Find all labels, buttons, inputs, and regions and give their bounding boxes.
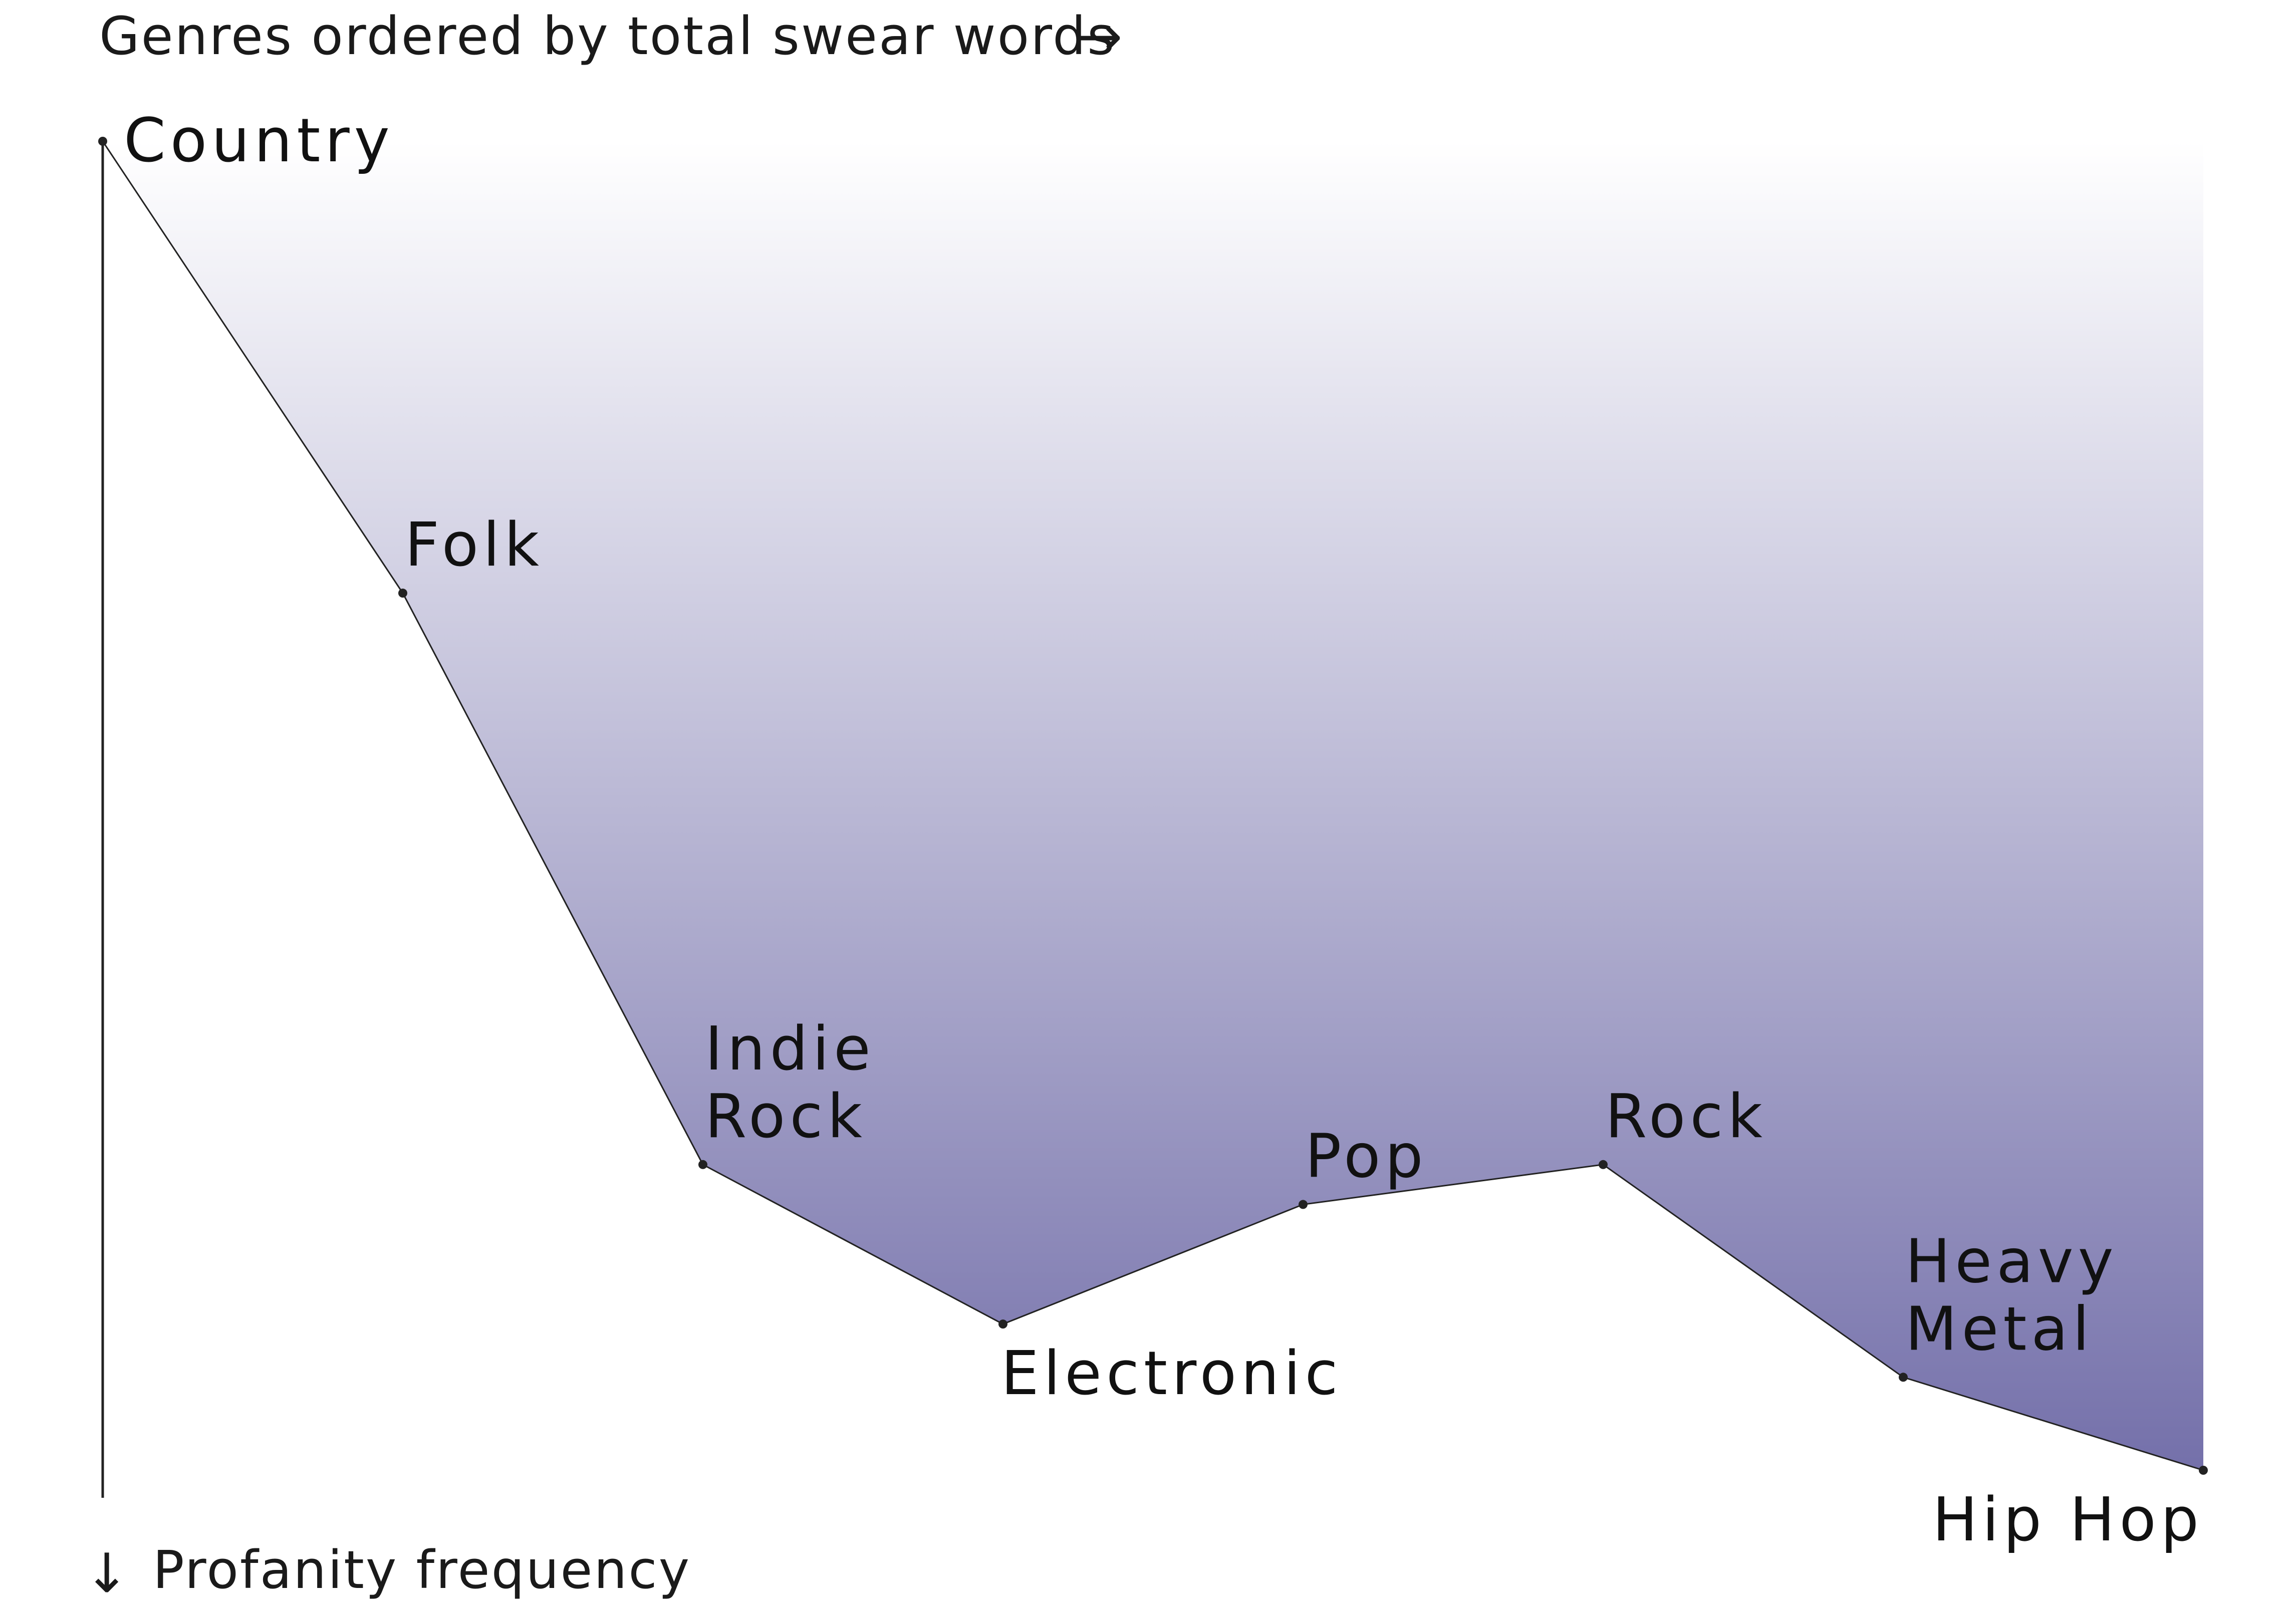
data-point-pop xyxy=(1299,1200,1308,1209)
series-line xyxy=(102,141,2204,1471)
data-point-heavy-metal xyxy=(1899,1373,1908,1382)
data-point-country xyxy=(98,137,107,146)
x-axis-arrow-icon: → xyxy=(1077,6,1123,68)
data-point-rock xyxy=(1599,1160,1608,1169)
data-label-indie-rock: Indie Rock xyxy=(705,1014,875,1152)
data-point-electronic xyxy=(998,1319,1007,1329)
data-label-country: Country xyxy=(124,106,394,176)
data-point-hip-hop xyxy=(2199,1466,2208,1475)
data-label-heavy-metal: Heavy Metal xyxy=(1905,1227,2118,1364)
data-label-pop: Pop xyxy=(1305,1122,1428,1191)
data-labels: Country Folk Indie Rock Electronic Pop Rock Hea… xyxy=(124,106,2203,1555)
x-axis-caption: Genres ordered by total swear words xyxy=(99,6,1116,67)
data-points xyxy=(98,137,2208,1475)
data-label-rock: Rock xyxy=(1605,1082,1767,1152)
y-axis-arrow-icon: ↓ xyxy=(84,1542,130,1605)
y-axis-caption: Profanity frequency xyxy=(153,1539,691,1600)
area-fill xyxy=(103,141,2203,1470)
data-label-hip-hop: Hip Hop xyxy=(1932,1485,2203,1555)
data-point-folk xyxy=(398,589,407,598)
data-label-electronic: Electronic xyxy=(1001,1339,1343,1409)
data-point-indie-rock xyxy=(698,1160,707,1169)
data-label-folk: Folk xyxy=(405,510,544,580)
